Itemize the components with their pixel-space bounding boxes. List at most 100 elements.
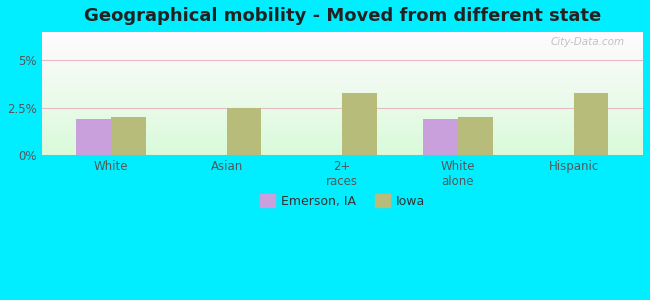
Text: City-Data.com: City-Data.com xyxy=(551,37,625,47)
Bar xyxy=(42,90,643,91)
Bar xyxy=(42,125,643,126)
Bar xyxy=(42,132,643,133)
Bar xyxy=(42,65,643,66)
Bar xyxy=(42,120,643,121)
Bar xyxy=(42,56,643,57)
Bar xyxy=(42,70,643,71)
Bar xyxy=(42,138,643,139)
Bar xyxy=(42,154,643,155)
Bar xyxy=(42,94,643,95)
Bar xyxy=(42,86,643,87)
Bar xyxy=(42,33,643,34)
Bar xyxy=(42,39,643,40)
Bar xyxy=(42,148,643,149)
Bar xyxy=(343,93,377,155)
Bar xyxy=(42,106,643,107)
Bar xyxy=(42,73,643,74)
Bar xyxy=(111,117,146,155)
Bar xyxy=(42,142,643,143)
Bar xyxy=(42,53,643,54)
Bar xyxy=(42,133,643,134)
Bar xyxy=(42,139,643,140)
Bar xyxy=(42,126,643,127)
Bar xyxy=(42,130,643,131)
Bar xyxy=(42,100,643,101)
Bar xyxy=(42,123,643,124)
Bar xyxy=(42,103,643,104)
Bar xyxy=(42,97,643,98)
Bar xyxy=(42,38,643,39)
Bar xyxy=(227,108,261,155)
Bar xyxy=(42,153,643,154)
Bar xyxy=(42,95,643,96)
Bar xyxy=(42,84,643,85)
Bar xyxy=(42,143,643,144)
Bar xyxy=(42,69,643,70)
Bar xyxy=(42,80,643,81)
Bar xyxy=(423,119,458,155)
Bar xyxy=(458,117,493,155)
Bar xyxy=(42,91,643,92)
Bar xyxy=(42,102,643,103)
Bar xyxy=(42,128,643,129)
Bar xyxy=(42,75,643,76)
Bar xyxy=(42,108,643,109)
Bar xyxy=(42,87,643,88)
Bar xyxy=(42,116,643,117)
Bar xyxy=(42,136,643,137)
Bar xyxy=(76,119,111,155)
Bar xyxy=(574,93,608,155)
Bar xyxy=(42,40,643,41)
Bar xyxy=(42,72,643,73)
Bar xyxy=(42,43,643,44)
Bar xyxy=(42,67,643,68)
Bar xyxy=(42,62,643,63)
Bar xyxy=(42,57,643,58)
Bar xyxy=(42,76,643,77)
Bar xyxy=(42,96,643,97)
Bar xyxy=(42,47,643,48)
Bar xyxy=(42,118,643,119)
Bar xyxy=(42,113,643,114)
Bar xyxy=(42,135,643,136)
Bar xyxy=(42,78,643,79)
Bar xyxy=(42,79,643,80)
Bar xyxy=(42,32,643,33)
Bar xyxy=(42,54,643,55)
Bar xyxy=(42,112,643,113)
Bar xyxy=(42,107,643,108)
Bar xyxy=(42,42,643,43)
Bar xyxy=(42,101,643,102)
Bar xyxy=(42,144,643,145)
Bar xyxy=(42,99,643,100)
Bar xyxy=(42,64,643,65)
Bar xyxy=(42,59,643,60)
Bar xyxy=(42,93,643,94)
Bar xyxy=(42,92,643,93)
Bar xyxy=(42,150,643,151)
Bar xyxy=(42,110,643,111)
Bar xyxy=(42,88,643,89)
Bar xyxy=(42,36,643,37)
Bar xyxy=(42,146,643,147)
Bar xyxy=(42,60,643,61)
Bar xyxy=(42,68,643,69)
Bar xyxy=(42,50,643,51)
Bar xyxy=(42,49,643,50)
Bar xyxy=(42,149,643,150)
Bar xyxy=(42,104,643,105)
Bar xyxy=(42,98,643,99)
Bar xyxy=(42,66,643,67)
Bar xyxy=(42,82,643,83)
Bar xyxy=(42,77,643,78)
Bar xyxy=(42,117,643,118)
Bar xyxy=(42,34,643,35)
Bar xyxy=(42,145,643,146)
Bar xyxy=(42,151,643,152)
Bar xyxy=(42,41,643,42)
Bar xyxy=(42,124,643,125)
Bar xyxy=(42,119,643,120)
Bar xyxy=(42,83,643,84)
Bar xyxy=(42,45,643,46)
Bar xyxy=(42,81,643,82)
